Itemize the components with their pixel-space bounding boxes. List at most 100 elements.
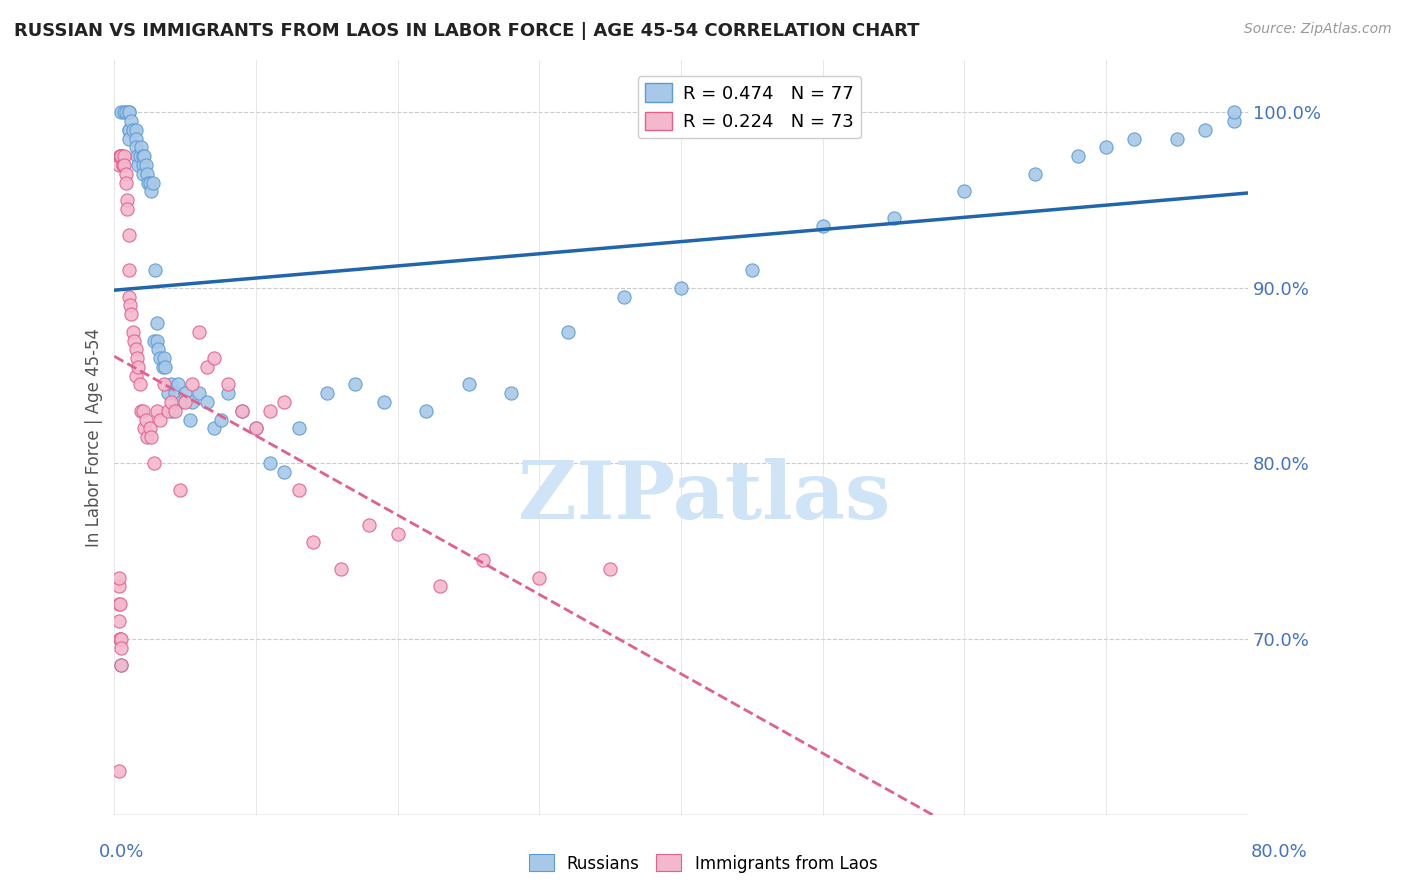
Point [117, 131, 139, 145]
Point [529, 570, 551, 584]
Point [117, 263, 139, 277]
Point [134, 421, 156, 435]
Point [259, 457, 281, 471]
Point [457, 377, 479, 392]
Point [115, 193, 138, 207]
Point [1095, 140, 1118, 154]
Point [429, 579, 451, 593]
Point [112, 105, 135, 120]
Point [114, 167, 136, 181]
Point [157, 403, 180, 417]
Point [117, 123, 139, 137]
Point [181, 395, 204, 409]
Point [110, 149, 132, 163]
Point [107, 158, 129, 172]
Point [195, 395, 218, 409]
Point [741, 263, 763, 277]
Point [259, 403, 281, 417]
Point [125, 351, 148, 365]
Point [115, 202, 138, 216]
Point [110, 105, 132, 120]
Point [1194, 123, 1216, 137]
Point [953, 184, 976, 198]
Point [110, 658, 132, 673]
Point [136, 167, 159, 181]
Point [108, 149, 131, 163]
Point [245, 421, 267, 435]
Point [131, 140, 153, 154]
Point [613, 290, 636, 304]
Point [153, 351, 176, 365]
Point [301, 535, 323, 549]
Point [136, 430, 159, 444]
Point [1024, 167, 1046, 181]
Point [135, 158, 157, 172]
Point [599, 562, 621, 576]
Point [557, 325, 579, 339]
Point [169, 483, 191, 497]
Point [114, 105, 136, 120]
Point [141, 430, 163, 444]
Point [122, 334, 145, 348]
Point [471, 553, 494, 567]
Point [108, 597, 131, 611]
Point [157, 386, 180, 401]
Point [138, 176, 160, 190]
Point [124, 368, 146, 383]
Point [316, 386, 339, 401]
Point [117, 228, 139, 243]
Point [1222, 105, 1244, 120]
Point [195, 359, 218, 374]
Point [120, 307, 142, 321]
Point [118, 298, 141, 312]
Point [149, 351, 172, 365]
Point [111, 158, 134, 172]
Point [143, 457, 166, 471]
Point [132, 403, 155, 417]
Point [142, 176, 165, 190]
Point [188, 325, 211, 339]
Point [188, 386, 211, 401]
Point [160, 395, 183, 409]
Point [330, 562, 353, 576]
Point [108, 632, 131, 646]
Legend: Russians, Immigrants from Laos: Russians, Immigrants from Laos [522, 847, 884, 880]
Point [114, 176, 136, 190]
Point [108, 632, 131, 646]
Point [209, 412, 232, 426]
Point [148, 343, 170, 357]
Point [174, 395, 197, 409]
Point [152, 359, 174, 374]
Point [110, 658, 132, 673]
Point [107, 615, 129, 629]
Point [165, 386, 187, 401]
Point [129, 377, 152, 392]
Point [149, 412, 172, 426]
Point [141, 184, 163, 198]
Point [167, 377, 190, 392]
Point [170, 395, 193, 409]
Point [111, 158, 134, 172]
Point [1123, 131, 1146, 145]
Point [1222, 114, 1244, 128]
Point [231, 403, 253, 417]
Point [145, 263, 167, 277]
Point [107, 570, 129, 584]
Point [160, 377, 183, 392]
Point [287, 421, 309, 435]
Point [146, 316, 169, 330]
Point [135, 412, 157, 426]
Point [273, 465, 295, 479]
Point [181, 377, 204, 392]
Point [217, 386, 239, 401]
Point [120, 114, 142, 128]
Point [117, 105, 139, 120]
Point [107, 579, 129, 593]
Point [132, 149, 155, 163]
Point [117, 105, 139, 120]
Point [110, 149, 132, 163]
Point [107, 597, 129, 611]
Point [110, 149, 132, 163]
Point [139, 176, 162, 190]
Point [245, 421, 267, 435]
